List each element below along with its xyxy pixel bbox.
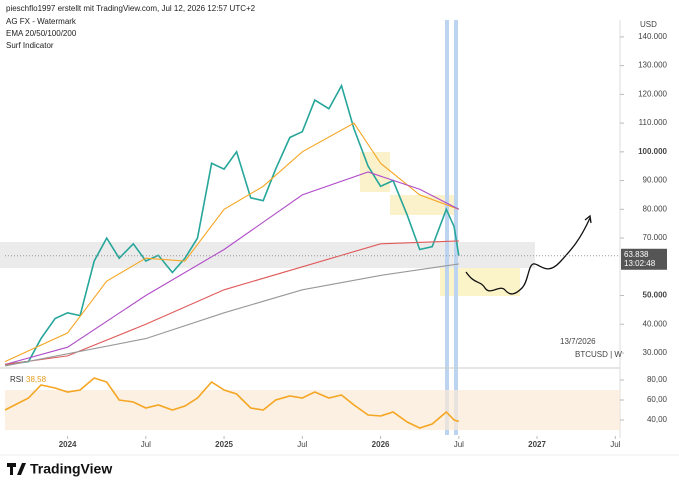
footer-logo: TradingView <box>30 461 112 477</box>
y-tick-label: 80,00 <box>647 375 668 384</box>
x-tick-label: 2027 <box>528 440 546 449</box>
last-price: 63.838 <box>624 250 649 259</box>
rsi-band <box>5 390 620 430</box>
series-line <box>4 377 460 429</box>
x-tick-label: Jul <box>297 440 307 449</box>
legend-line: AG FX - Watermark <box>6 17 77 26</box>
series-line <box>4 122 459 363</box>
vline <box>454 20 458 435</box>
y-tick-label: 80.000 <box>643 204 668 213</box>
price-tag <box>621 248 667 270</box>
series-line <box>4 83 460 366</box>
vline <box>445 20 449 435</box>
series-line <box>4 263 459 367</box>
y-tick-label: 130.000 <box>638 61 667 70</box>
y-tick-label: 110.000 <box>639 118 668 127</box>
y-tick-label: 140.000 <box>638 32 667 41</box>
target-zone <box>440 268 520 296</box>
legend-line: Surf Indicator <box>6 41 54 50</box>
rsi-title: RSI <box>10 375 23 384</box>
x-tick-label: Jul <box>141 440 151 449</box>
y-tick-label: 40.000 <box>643 319 668 328</box>
logo <box>7 463 26 475</box>
x-tick-label: Jul <box>454 440 464 449</box>
y-tick-label: 100.000 <box>638 147 667 156</box>
y-tick-label: 120.000 <box>638 89 667 98</box>
y-tick-label: 30.000 <box>643 348 668 357</box>
y-tick-label: 50.000 <box>643 291 668 300</box>
rsi-value: 38,58 <box>26 375 47 384</box>
y-tick-label: 40,00 <box>647 415 668 424</box>
credit: pieschflo1997 erstellt mit TradingView.c… <box>6 4 256 13</box>
series-line <box>4 171 460 366</box>
x-tick-label: 2026 <box>372 440 390 449</box>
arrow-head <box>584 214 592 224</box>
x-tick-label: Jul <box>610 440 620 449</box>
zone <box>390 195 455 215</box>
projection <box>465 217 591 295</box>
y-tick-label: 70.000 <box>643 233 668 242</box>
y-tick-label: 60,00 <box>647 395 668 404</box>
x-tick-label: 2025 <box>215 440 233 449</box>
series-line <box>4 240 459 366</box>
currency: USD <box>640 20 657 29</box>
legend-line: EMA 20/50/100/200 <box>6 29 77 38</box>
date: 13/7/2026 <box>560 337 596 346</box>
y-tick-label: 90.000 <box>643 176 668 185</box>
x-tick-label: 2024 <box>59 440 77 449</box>
symbol: BTCUSD | W <box>575 350 622 359</box>
countdown: 13:02:48 <box>624 259 656 268</box>
